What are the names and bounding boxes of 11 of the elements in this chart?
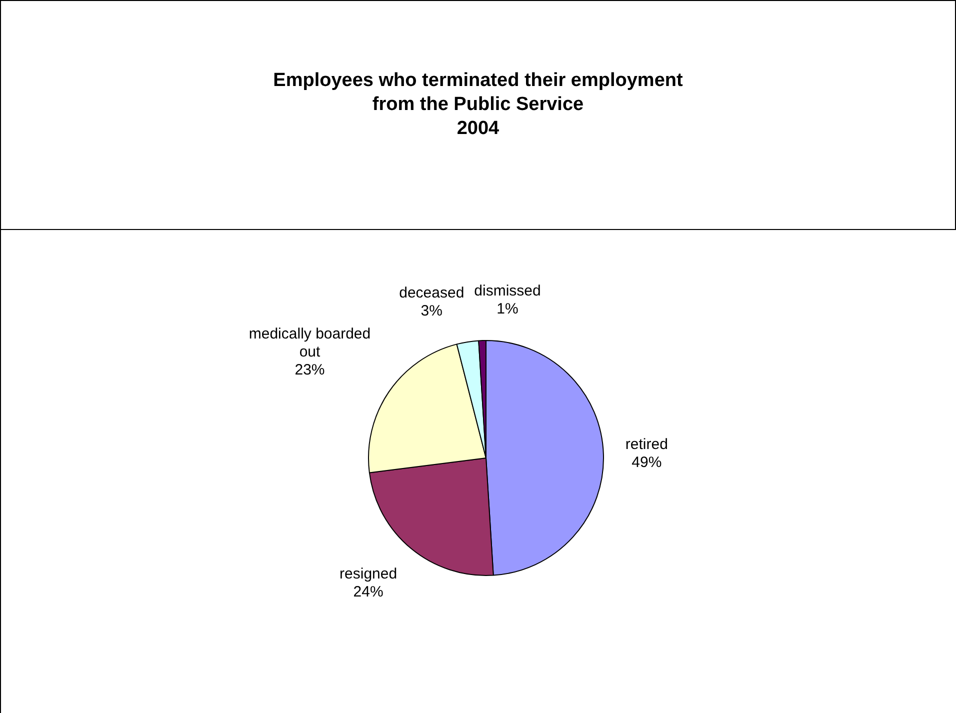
data-label: 3% — [420, 302, 442, 320]
slice-label: resigned — [340, 566, 398, 583]
data-label: 23% — [294, 362, 325, 379]
slice-label: deceased — [399, 284, 464, 302]
slice-label: dismissed — [474, 282, 541, 300]
data-label: 24% — [353, 584, 384, 601]
slice-label: medically boarded out — [248, 326, 371, 361]
chart-title: Employees who terminated their employment from the Public Service 2004 — [1, 1, 956, 230]
data-label: 49% — [632, 454, 662, 471]
slice-label: retired — [625, 436, 668, 453]
data-label: 1% — [496, 300, 518, 318]
